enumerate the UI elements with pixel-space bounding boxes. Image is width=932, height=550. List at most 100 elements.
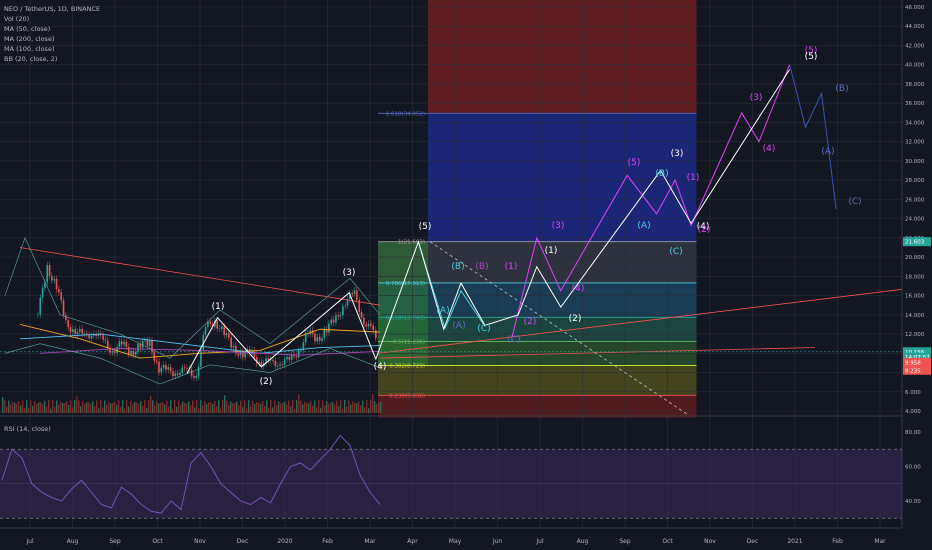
wave-label: (A) bbox=[821, 147, 834, 157]
volume-bar bbox=[62, 402, 64, 413]
candle-body bbox=[204, 326, 207, 335]
volume-bar bbox=[298, 394, 300, 413]
volume-bar bbox=[74, 400, 76, 413]
price-tick-label: 42.000 bbox=[905, 43, 925, 49]
candle-body bbox=[183, 367, 186, 369]
volume-bar bbox=[194, 407, 196, 413]
candle-body bbox=[239, 350, 242, 356]
volume-bar bbox=[352, 401, 354, 413]
price-tick-label: 36.000 bbox=[905, 101, 925, 107]
volume-bar bbox=[234, 403, 236, 413]
candle-body bbox=[337, 315, 340, 317]
volume-bar bbox=[376, 403, 378, 413]
candle-body bbox=[360, 311, 363, 318]
wave-label: (5) bbox=[419, 222, 432, 232]
wave-label: (B) bbox=[475, 262, 488, 272]
volume-bar bbox=[48, 400, 50, 413]
price-tick-label: 4.000 bbox=[905, 409, 921, 415]
rsi-tick-label: 60.00 bbox=[905, 465, 921, 471]
price-tick-label: 46.000 bbox=[905, 5, 925, 11]
volume-bar bbox=[168, 406, 170, 413]
candle-body bbox=[65, 315, 67, 321]
volume-bar bbox=[354, 402, 356, 413]
candle-body bbox=[132, 350, 135, 355]
volume-bar bbox=[186, 403, 188, 413]
candle-body bbox=[330, 319, 333, 324]
volume-bar bbox=[118, 400, 120, 413]
volume-bar bbox=[342, 408, 344, 413]
volume-bar bbox=[256, 402, 258, 413]
candle-body bbox=[276, 365, 279, 367]
candle-body bbox=[269, 359, 272, 361]
time-tick-label: Feb bbox=[322, 538, 333, 545]
price-badge bbox=[903, 347, 931, 357]
fib-left-zone bbox=[378, 241, 428, 366]
volume-bar bbox=[134, 401, 136, 413]
candle-body bbox=[46, 265, 49, 283]
candle-body bbox=[228, 332, 230, 338]
volume-bar bbox=[218, 400, 220, 413]
indicator-bollinger[interactable]: BB (20, close, 2) bbox=[4, 55, 58, 63]
candle-body bbox=[104, 339, 107, 341]
indicator-volume[interactable]: Vol (20) bbox=[4, 15, 30, 23]
candle-body bbox=[102, 335, 104, 340]
volume-bar bbox=[346, 406, 348, 413]
volume-bar bbox=[336, 400, 338, 413]
volume-bar bbox=[306, 402, 308, 413]
volume-bar bbox=[332, 401, 334, 413]
time-tick-label: Dec bbox=[747, 538, 759, 545]
candle-body bbox=[41, 288, 44, 298]
volume-bar bbox=[338, 406, 340, 413]
candle-body bbox=[74, 329, 76, 335]
volume-bar bbox=[304, 401, 306, 413]
volume-bar bbox=[144, 400, 146, 413]
volume-bar bbox=[56, 400, 58, 413]
candle-body bbox=[235, 345, 237, 354]
volume-bar bbox=[104, 400, 106, 413]
volume-bar bbox=[324, 405, 326, 413]
indicator-ma50[interactable]: MA (50, close) bbox=[4, 25, 51, 33]
volume-bar bbox=[156, 401, 158, 413]
candle-body bbox=[39, 297, 42, 315]
candle-body bbox=[242, 350, 244, 358]
time-tick-label: Sep bbox=[109, 538, 121, 545]
volume-bar bbox=[224, 395, 226, 413]
candle-body bbox=[158, 361, 160, 373]
volume-bar bbox=[136, 402, 138, 413]
candle-body bbox=[151, 340, 153, 353]
candle-body bbox=[130, 350, 132, 355]
candle-body bbox=[367, 323, 370, 327]
volume-bar bbox=[128, 406, 130, 413]
volume-bar bbox=[152, 400, 154, 413]
wave-label: (1) bbox=[505, 262, 518, 272]
price-tick-label: 12.000 bbox=[905, 332, 925, 338]
indicator-ma200[interactable]: MA (200, close) bbox=[4, 35, 55, 43]
candle-body bbox=[88, 334, 90, 339]
fib-level-label: 0.382(8.729) bbox=[389, 364, 425, 370]
fib-zone-blue bbox=[428, 113, 697, 242]
volume-bar bbox=[70, 400, 72, 413]
rsi-title[interactable]: RSI (14, close) bbox=[4, 425, 51, 433]
volume-bar bbox=[34, 401, 36, 413]
time-tick-label: Aug bbox=[67, 538, 79, 545]
candle-body bbox=[197, 366, 200, 377]
candle-body bbox=[365, 324, 367, 327]
candle-body bbox=[202, 334, 205, 350]
wave-label: (4) bbox=[763, 144, 776, 154]
candle-body bbox=[69, 327, 72, 333]
time-tick-label: Mar bbox=[364, 538, 376, 545]
volume-bar bbox=[300, 400, 302, 413]
symbol-title[interactable]: NEO / TetherUS, 1D, BINANCE bbox=[4, 5, 101, 13]
volume-bar bbox=[200, 400, 202, 413]
indicator-ma100[interactable]: MA (100, close) bbox=[4, 45, 55, 53]
volume-bar bbox=[252, 400, 254, 413]
candle-body bbox=[246, 349, 249, 352]
candle-body bbox=[125, 341, 128, 347]
candle-body bbox=[106, 340, 109, 348]
candle-body bbox=[207, 321, 209, 327]
volume-bar bbox=[88, 402, 90, 413]
candle-body bbox=[286, 356, 288, 360]
volume-bar bbox=[320, 407, 322, 413]
wave-path-teal bbox=[417, 241, 486, 330]
